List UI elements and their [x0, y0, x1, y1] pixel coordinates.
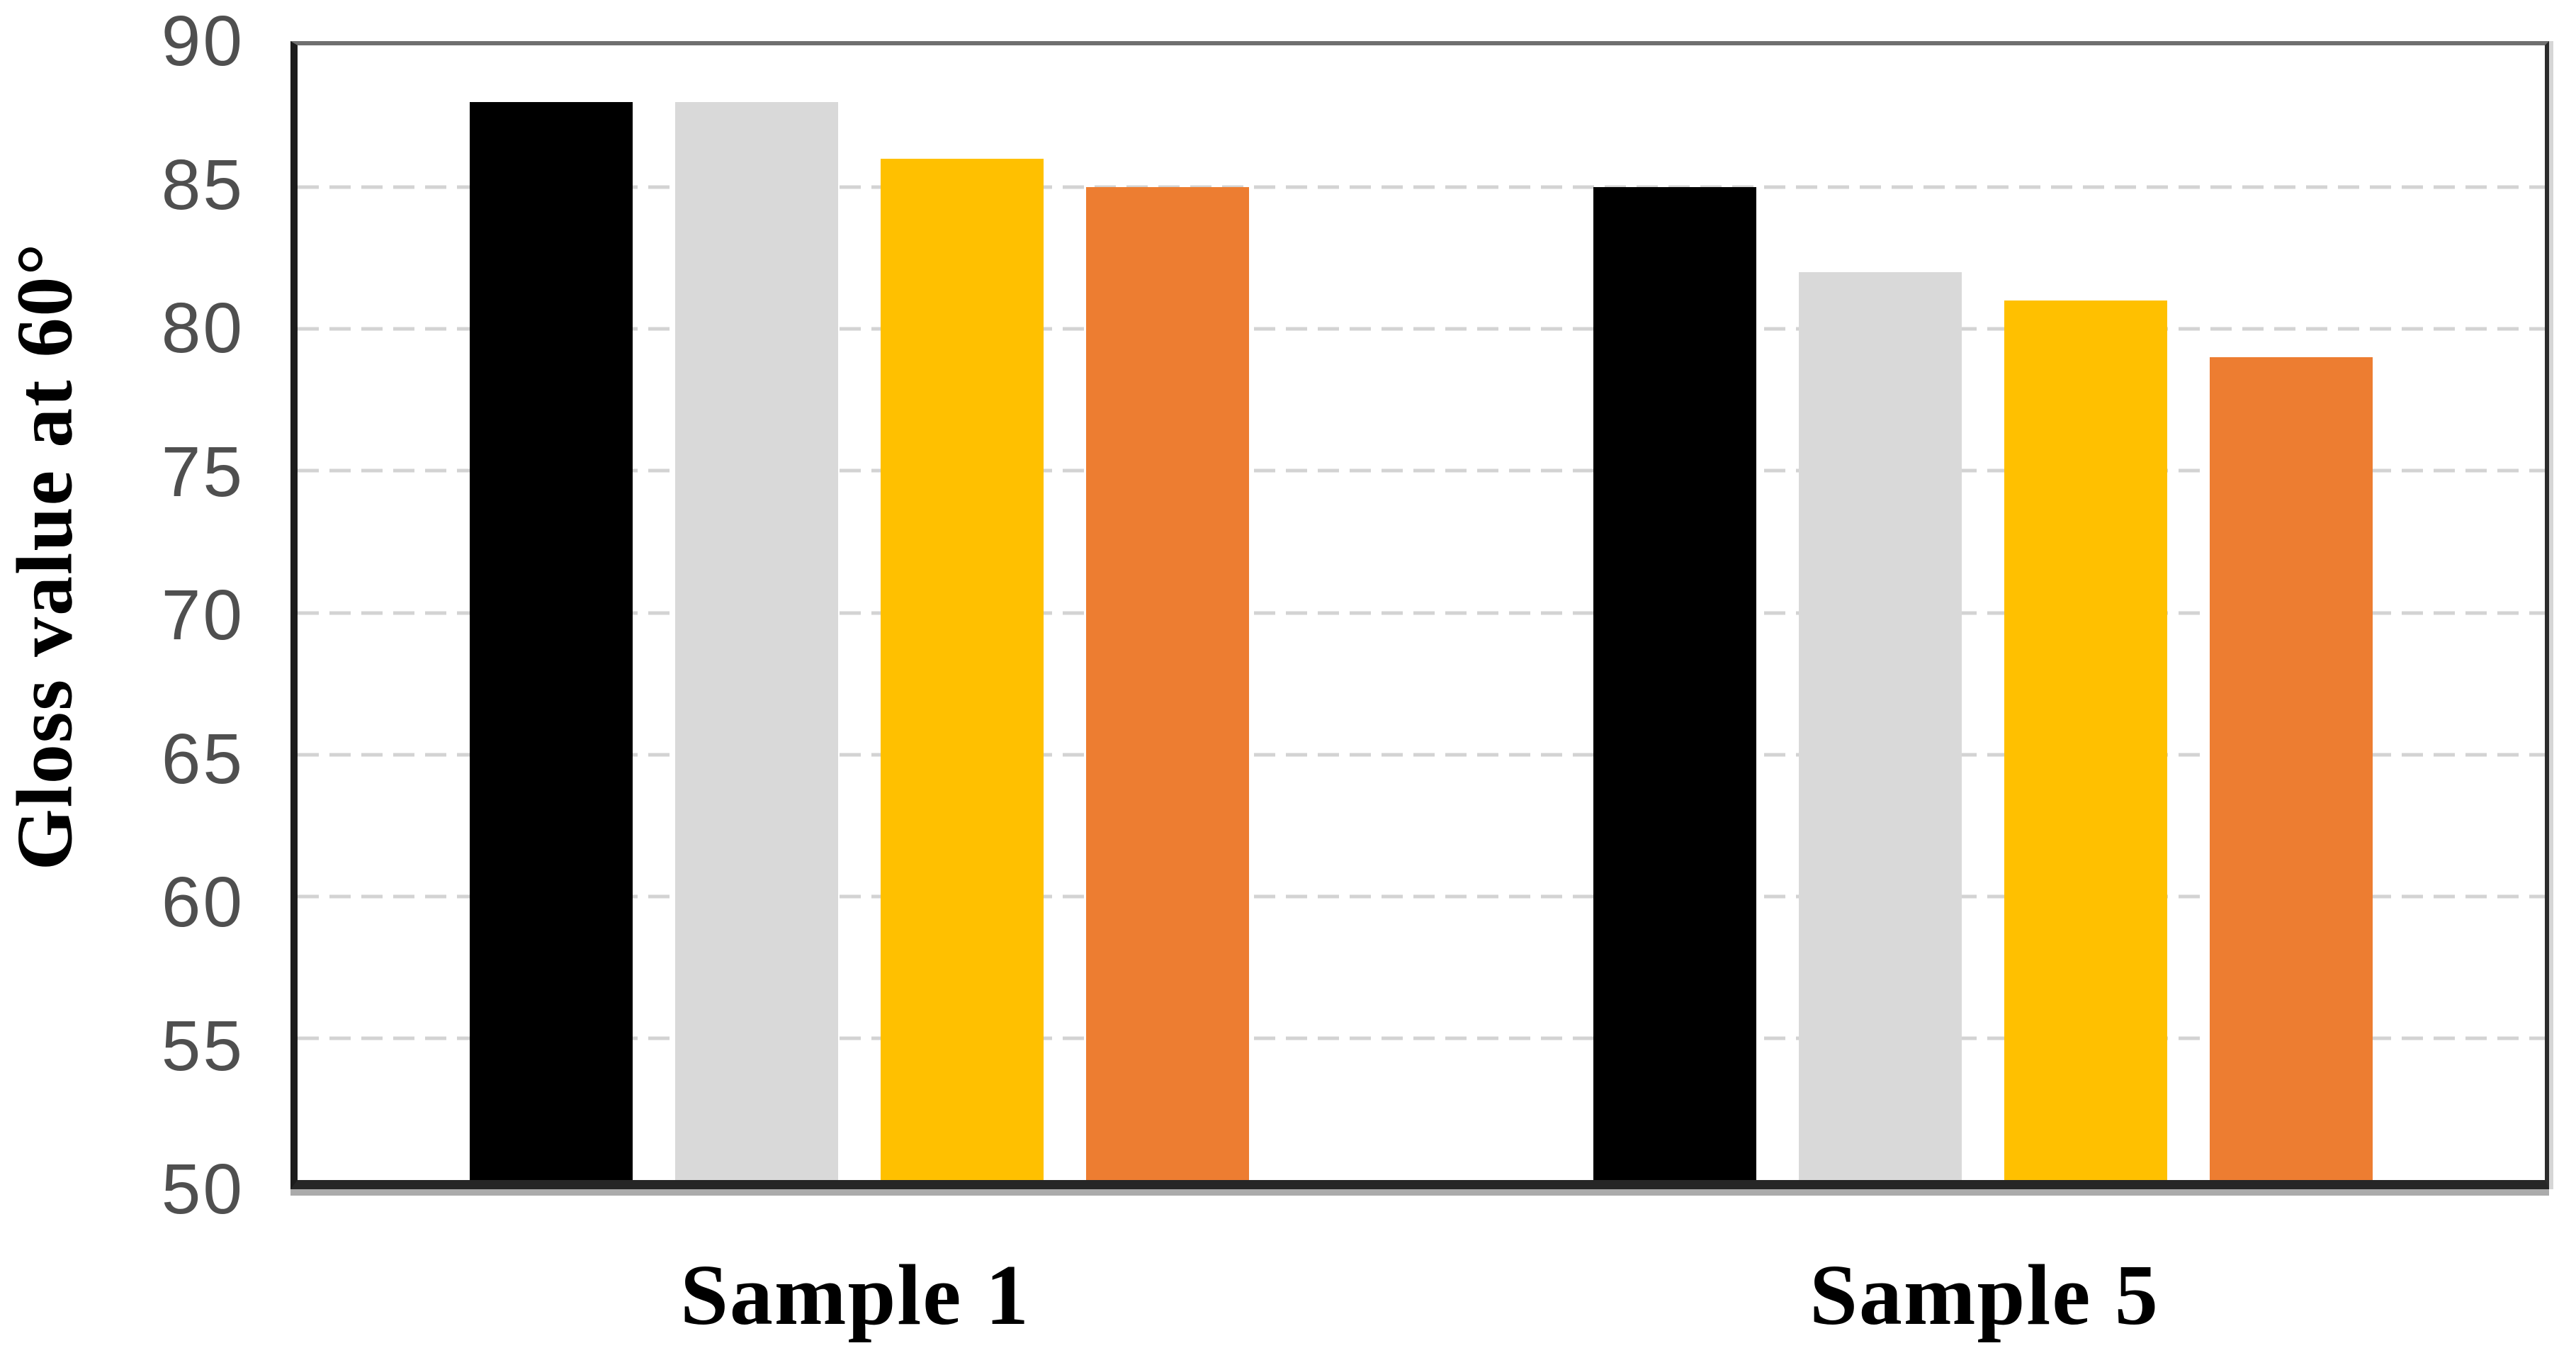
- gridline: [298, 185, 2545, 189]
- gridline: [298, 611, 2545, 614]
- y-tick-label: 90: [161, 1, 244, 81]
- y-tick-label: 75: [161, 432, 244, 512]
- y-tick-label: 70: [161, 575, 244, 655]
- y-tick-label: 50: [161, 1150, 244, 1229]
- y-tick-label: 65: [161, 719, 244, 799]
- bar-group-sample-1: [470, 45, 1249, 1180]
- bar-gray-series-sample-1: [675, 102, 838, 1180]
- gridline: [298, 1036, 2545, 1040]
- y-axis-tick-labels: 90 85 80 75 70 65 60 55 50: [0, 6, 244, 1225]
- bar-orange-series-sample-1: [1086, 187, 1249, 1180]
- gridline: [298, 327, 2545, 331]
- bar-orange-series-sample-5: [2210, 357, 2373, 1180]
- bar-black-series-sample-1: [470, 102, 633, 1180]
- bar-gray-series-sample-5: [1799, 272, 1962, 1180]
- bar-black-series-sample-5: [1593, 187, 1756, 1180]
- bar-gold-series-sample-5: [2004, 301, 2167, 1180]
- gridline: [298, 753, 2545, 757]
- plot-area: [290, 41, 2549, 1189]
- x-category-label: Sample 1: [680, 1247, 1030, 1343]
- bar-group-sample-5: [1593, 45, 2373, 1180]
- gridline: [298, 468, 2545, 473]
- bar-gold-series-sample-1: [881, 159, 1044, 1180]
- y-tick-label: 85: [161, 145, 244, 225]
- y-tick-label: 80: [161, 288, 244, 368]
- gridline: [298, 894, 2545, 899]
- x-category-label: Sample 5: [1809, 1247, 2159, 1343]
- bars-layer: [298, 45, 2545, 1180]
- x-axis-category-labels: Sample 1 Sample 5: [290, 1239, 2549, 1348]
- y-tick-label: 55: [161, 1006, 244, 1086]
- gridlines-layer: [298, 45, 2545, 1180]
- y-tick-label: 60: [161, 863, 244, 942]
